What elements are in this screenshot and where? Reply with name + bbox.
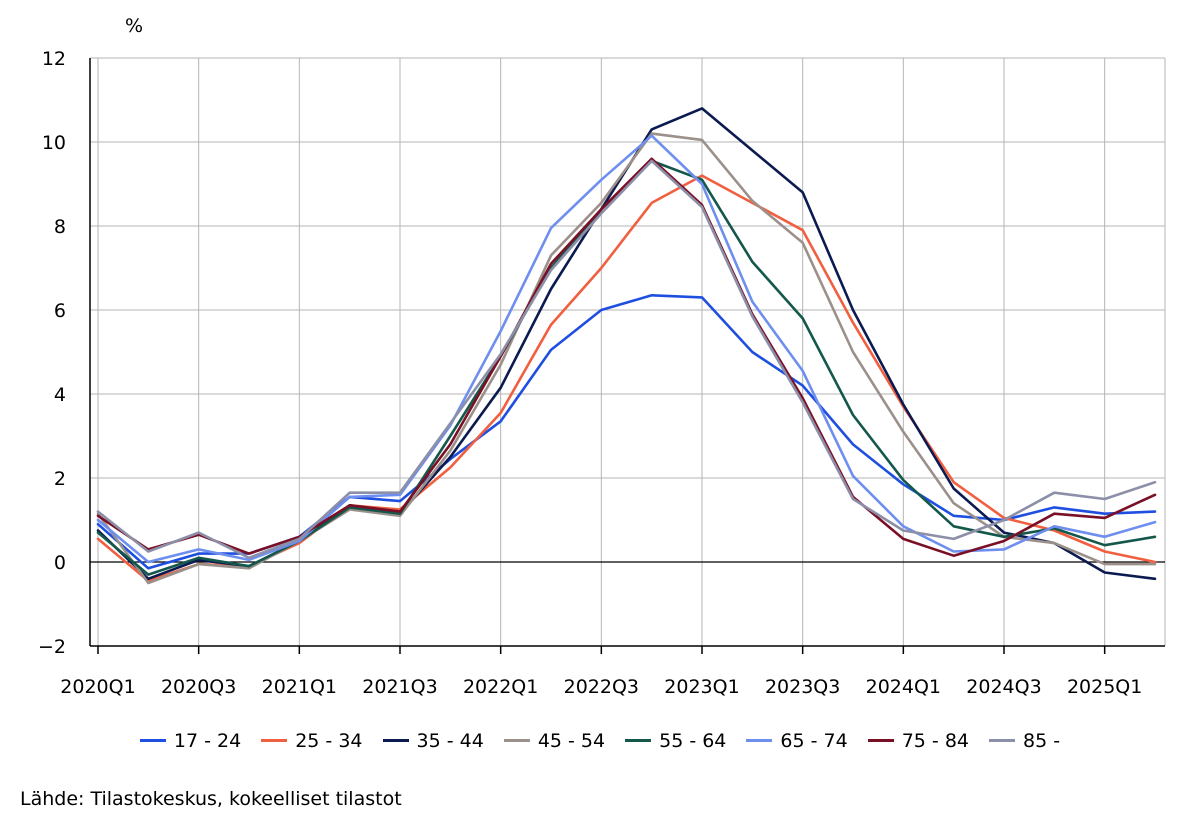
legend-label: 25 - 34 (295, 730, 363, 752)
legend-label: 65 - 74 (780, 730, 848, 752)
x-tick-label: 2020Q1 (60, 676, 135, 698)
legend-swatch (139, 739, 166, 742)
legend-swatch (503, 739, 530, 742)
x-tick-label: 2023Q1 (664, 676, 739, 698)
x-tick-label: 2020Q3 (161, 676, 236, 698)
y-tick-label: 8 (54, 216, 66, 238)
legend-swatch (382, 739, 409, 742)
y-axis-unit-label: % (125, 15, 144, 37)
legend-label: 45 - 54 (537, 730, 606, 752)
legend-label: 35 - 44 (416, 730, 484, 752)
x-tick-label: 2021Q1 (262, 676, 337, 698)
x-tick-label: 2023Q3 (765, 676, 840, 698)
axes (89, 58, 1165, 654)
y-tick-label: 2 (54, 468, 66, 490)
legend-swatch (867, 739, 894, 742)
x-tick-label: 2025Q1 (1067, 676, 1142, 698)
x-tick-label: 2021Q3 (362, 676, 437, 698)
legend-item: 17 - 24 (139, 730, 242, 752)
y-tick-label: 0 (54, 552, 66, 574)
x-tick-label: 2024Q1 (866, 676, 941, 698)
y-tick-label: 12 (42, 48, 66, 70)
legend-swatch (989, 739, 1015, 742)
axis-tick-labels: −2 0 2 4 6 8 10 12 2020Q1 2020Q3 2021Q1 2021Q3 2022Q… (38, 48, 1142, 698)
legend-item: 45 - 54 (503, 730, 606, 752)
legend-item: 55 - 64 (625, 730, 726, 752)
series-line-65-74 (96, 134, 1157, 564)
legend-label: 55 - 64 (659, 730, 727, 752)
y-tick-label: 6 (54, 300, 66, 322)
legend-item: 35 - 44 (382, 730, 484, 752)
legend-label: 75 - 84 (901, 730, 969, 752)
y-tick-label: 4 (54, 384, 66, 406)
legend: 17 - 24 25 - 34 35 - 44 45 - 54 55 - 64 65 - … (0, 730, 1200, 752)
grid (90, 57, 1166, 647)
line-chart: −2 0 2 4 6 8 10 12 2020Q1 2020Q3 2021Q1 2021Q3 2022Q… (38, 48, 1166, 698)
legend-swatch (625, 739, 652, 742)
legend-item: 75 - 84 (867, 730, 969, 752)
legend-item: 65 - 74 (746, 730, 848, 752)
legend-item: 25 - 34 (261, 730, 363, 752)
series-line-45-54 (96, 132, 1157, 585)
x-tick-label: 2022Q3 (564, 676, 639, 698)
legend-swatch (261, 739, 288, 742)
y-tick-label: 10 (42, 132, 66, 154)
series-line-85 (96, 159, 1157, 560)
legend-label: 17 - 24 (173, 730, 242, 752)
x-tick-label: 2022Q1 (463, 676, 538, 698)
series-line-75-84 (96, 157, 1157, 558)
y-tick-label: −2 (38, 636, 66, 658)
legend-label: 85 - (1023, 730, 1061, 752)
source-note: Lähde: Tilastokeskus, kokeelliset tilast… (20, 788, 402, 810)
series-lines (96, 107, 1157, 585)
x-tick-label: 2024Q3 (966, 676, 1041, 698)
series-line-35-44 (96, 107, 1157, 581)
legend-item: 85 - (989, 730, 1060, 752)
legend-swatch (746, 739, 773, 742)
